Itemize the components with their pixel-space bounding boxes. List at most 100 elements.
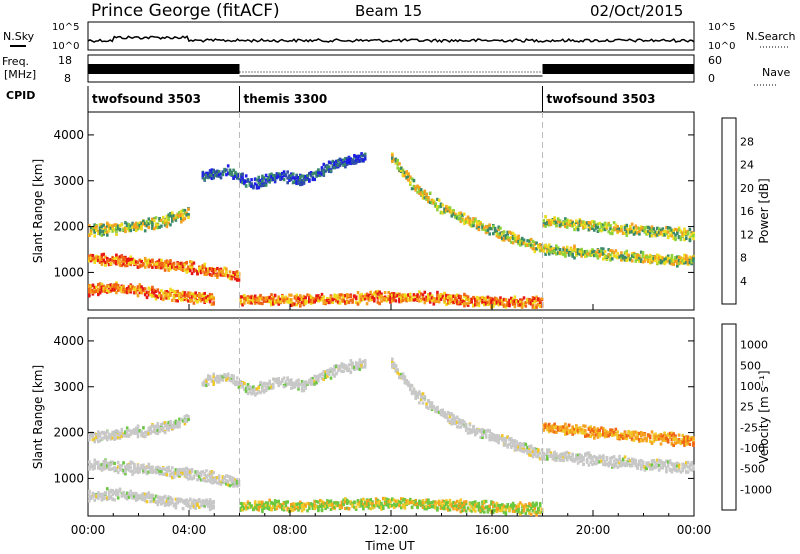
echo-cell bbox=[201, 500, 205, 504]
echo-cell bbox=[154, 216, 158, 220]
echo-cell bbox=[326, 300, 329, 304]
echo-cell bbox=[95, 461, 98, 465]
echo-cell bbox=[481, 430, 484, 434]
echo-cell bbox=[107, 492, 111, 496]
echo-cell bbox=[106, 464, 109, 468]
echo-cell bbox=[100, 492, 104, 497]
echo-cell bbox=[443, 415, 446, 419]
echo-cell bbox=[470, 428, 473, 432]
echo-cell bbox=[347, 363, 351, 367]
echo-cell bbox=[275, 377, 279, 382]
echo-cell bbox=[104, 436, 107, 440]
echo-cell bbox=[600, 249, 603, 253]
echo-cell bbox=[308, 178, 311, 183]
echo-cell bbox=[414, 298, 417, 302]
echo-cell bbox=[403, 298, 407, 302]
echo-cell bbox=[232, 176, 235, 180]
echo-cell bbox=[302, 303, 306, 307]
echo-cell bbox=[262, 176, 266, 180]
echo-cell bbox=[208, 267, 212, 271]
echo-cell bbox=[322, 162, 326, 166]
echo-cell bbox=[124, 433, 127, 437]
echo-cell bbox=[683, 227, 686, 231]
echo-cell bbox=[208, 170, 212, 174]
echo-cell bbox=[591, 220, 594, 224]
echo-cell bbox=[167, 263, 170, 267]
echo-cell bbox=[645, 257, 648, 261]
echo-cell bbox=[149, 494, 152, 498]
echo-cell bbox=[387, 295, 390, 299]
echo-cell bbox=[477, 303, 481, 308]
echo-cell bbox=[317, 171, 320, 175]
echo-cell bbox=[627, 257, 630, 261]
echo-cell bbox=[567, 253, 571, 257]
echo-cell bbox=[647, 231, 650, 236]
echo-cell bbox=[555, 252, 558, 256]
echo-cell bbox=[427, 293, 430, 297]
echo-cell bbox=[407, 383, 410, 387]
echo-cell bbox=[100, 468, 104, 472]
echo-cell bbox=[676, 255, 679, 259]
echo-cell bbox=[205, 296, 208, 300]
echo-cell bbox=[443, 291, 446, 295]
echo-cell bbox=[194, 503, 197, 507]
echo-cell bbox=[484, 430, 488, 434]
echo-cell bbox=[517, 303, 520, 307]
echo-cell bbox=[582, 220, 585, 224]
echo-cell bbox=[203, 172, 206, 176]
echo-cell bbox=[272, 173, 275, 178]
echo-cell bbox=[501, 236, 504, 241]
echo-cell bbox=[169, 500, 172, 504]
echo-cell bbox=[349, 362, 353, 367]
echo-cell bbox=[519, 303, 522, 307]
echo-cell bbox=[190, 262, 194, 267]
echo-cell bbox=[403, 174, 407, 178]
echo-cell bbox=[167, 425, 170, 429]
echo-cell bbox=[576, 221, 580, 225]
echo-cell bbox=[111, 284, 114, 288]
echo-cell bbox=[528, 239, 531, 243]
echo-cell bbox=[180, 267, 183, 271]
echo-cell bbox=[679, 256, 683, 260]
echo-cell bbox=[300, 182, 304, 186]
echo-cell bbox=[176, 299, 179, 303]
echo-cell bbox=[436, 197, 439, 201]
echo-cell bbox=[464, 220, 468, 224]
y-tick-label: 1000 bbox=[53, 265, 84, 279]
echo-cell bbox=[455, 420, 459, 424]
echo-cell bbox=[587, 221, 591, 225]
echo-cell bbox=[217, 268, 221, 272]
echo-cell bbox=[320, 377, 324, 381]
echo-cell bbox=[625, 233, 629, 237]
echo-cell bbox=[329, 295, 333, 299]
echo-cell bbox=[358, 296, 362, 300]
echo-cell bbox=[158, 291, 161, 295]
echo-cell bbox=[517, 445, 520, 449]
echo-cell bbox=[107, 223, 111, 227]
echo-cell bbox=[136, 426, 140, 430]
echo-cell bbox=[286, 170, 289, 174]
echo-cell bbox=[277, 378, 280, 382]
echo-cell bbox=[226, 171, 230, 175]
echo-cell bbox=[187, 469, 190, 473]
echo-cell bbox=[151, 265, 154, 269]
echo-cell bbox=[320, 166, 324, 170]
echo-cell bbox=[219, 482, 223, 486]
echo-cell bbox=[216, 275, 219, 279]
echo-cell bbox=[461, 422, 464, 426]
echo-cell bbox=[187, 502, 190, 506]
echo-cell bbox=[201, 294, 205, 298]
echo-cell bbox=[124, 465, 127, 469]
echo-cell bbox=[537, 244, 540, 248]
echo-cell bbox=[248, 295, 252, 299]
echo-cell bbox=[481, 435, 484, 440]
echo-cell bbox=[192, 269, 196, 273]
echo-cell bbox=[89, 496, 93, 500]
echo-cell bbox=[244, 386, 248, 390]
echo-cell bbox=[107, 229, 111, 233]
echo-cell bbox=[457, 421, 461, 425]
echo-cell bbox=[501, 434, 504, 438]
echo-cell bbox=[97, 430, 100, 434]
echo-cell bbox=[228, 376, 232, 380]
echo-cell bbox=[152, 430, 156, 434]
